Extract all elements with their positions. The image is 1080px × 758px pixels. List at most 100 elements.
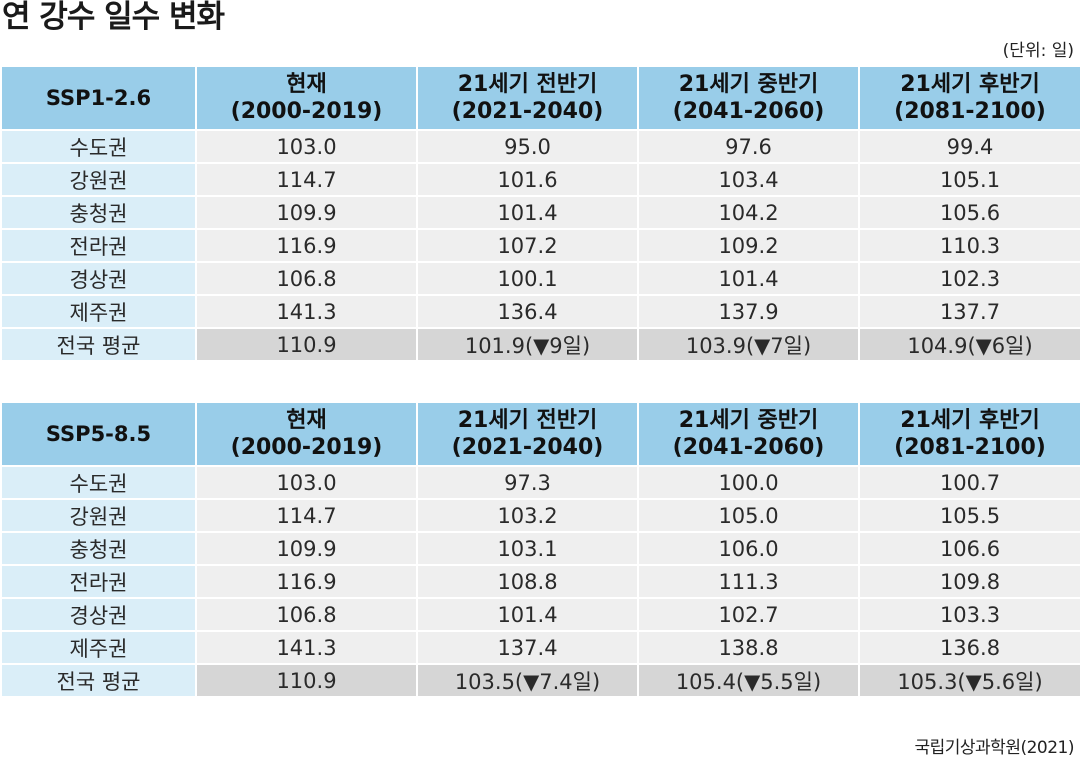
value-cell: 105.6 [858,195,1080,230]
region-cell: 강원권 [0,498,197,533]
region-cell: 강원권 [0,162,197,197]
value-cell: 114.7 [195,498,418,533]
region-cell: 수도권 [0,129,197,164]
region-cell: 경상권 [0,261,197,296]
value-cell: 141.3 [195,294,418,329]
value-cell: 116.9 [195,228,418,263]
value-cell: 101.4 [416,597,639,632]
value-cell: 99.4 [858,129,1080,164]
period-header-late: 21세기 후반기 (2081-2100) [858,65,1080,131]
region-cell: 충청권 [0,531,197,566]
value-cell: 107.2 [416,228,639,263]
period-header-late: 21세기 후반기 (2081-2100) [858,401,1080,467]
value-cell: 102.7 [637,597,860,632]
ssp585-table: SSP5-8.5 현재 (2000-2019) 21세기 전반기 (2021-204… [0,401,1080,698]
value-cell: 109.9 [195,531,418,566]
value-cell: 106.8 [195,597,418,632]
value-cell: 95.0 [416,129,639,164]
value-cell: 110.9 [195,327,418,362]
table-row: 강원권 114.7 101.6 103.4 105.1 [0,162,1080,197]
region-cell: 전국 평균 [0,327,197,362]
table-row: 충청권 109.9 101.4 104.2 105.6 [0,195,1080,230]
value-cell: 137.9 [637,294,860,329]
value-cell: 103.2 [416,498,639,533]
national-average-row: 전국 평균 110.9 103.5(▼7.4일) 105.4(▼5.5일) 10… [0,663,1080,698]
value-cell: 101.9(▼9일) [416,327,639,362]
region-cell: 수도권 [0,465,197,500]
value-cell: 100.0 [637,465,860,500]
value-cell: 105.5 [858,498,1080,533]
value-cell: 103.0 [195,465,418,500]
value-cell: 100.1 [416,261,639,296]
value-cell: 103.0 [195,129,418,164]
value-cell: 106.6 [858,531,1080,566]
page-title: 연 강수 일수 변화 [2,0,225,35]
value-cell: 108.8 [416,564,639,599]
value-cell: 111.3 [637,564,860,599]
value-cell: 103.1 [416,531,639,566]
table-row: 수도권 103.0 95.0 97.6 99.4 [0,129,1080,164]
region-cell: 제주권 [0,630,197,665]
unit-label: (단위: 일) [1002,41,1074,61]
value-cell: 141.3 [195,630,418,665]
table-row: 전라권 116.9 107.2 109.2 110.3 [0,228,1080,263]
value-cell: 103.3 [858,597,1080,632]
national-average-row: 전국 평균 110.9 101.9(▼9일) 103.9(▼7일) 104.9(… [0,327,1080,362]
region-cell: 전국 평균 [0,663,197,698]
value-cell: 101.4 [416,195,639,230]
region-cell: 충청권 [0,195,197,230]
period-header-current: 현재 (2000-2019) [195,401,418,467]
table-header-row: SSP1-2.6 현재 (2000-2019) 21세기 전반기 (2021-204… [0,65,1080,131]
value-cell: 103.9(▼7일) [637,327,860,362]
value-cell: 136.8 [858,630,1080,665]
value-cell: 105.4(▼5.5일) [637,663,860,698]
table-row: 경상권 106.8 101.4 102.7 103.3 [0,597,1080,632]
table-row: 제주권 141.3 137.4 138.8 136.8 [0,630,1080,665]
value-cell: 105.3(▼5.6일) [858,663,1080,698]
period-header-early: 21세기 전반기 (2021-2040) [416,401,639,467]
region-cell: 전라권 [0,228,197,263]
value-cell: 109.8 [858,564,1080,599]
table-row: 수도권 103.0 97.3 100.0 100.7 [0,465,1080,500]
table-row: 전라권 116.9 108.8 111.3 109.8 [0,564,1080,599]
table-row: 충청권 109.9 103.1 106.0 106.6 [0,531,1080,566]
value-cell: 106.8 [195,261,418,296]
source-credit: 국립기상과학원(2021) [914,738,1074,758]
table-row: 강원권 114.7 103.2 105.0 105.5 [0,498,1080,533]
value-cell: 100.7 [858,465,1080,500]
table-header-row: SSP5-8.5 현재 (2000-2019) 21세기 전반기 (2021-204… [0,401,1080,467]
value-cell: 114.7 [195,162,418,197]
region-cell: 제주권 [0,294,197,329]
value-cell: 109.2 [637,228,860,263]
value-cell: 109.9 [195,195,418,230]
region-cell: 전라권 [0,564,197,599]
value-cell: 97.3 [416,465,639,500]
value-cell: 103.4 [637,162,860,197]
value-cell: 101.6 [416,162,639,197]
value-cell: 101.4 [637,261,860,296]
table-row: 제주권 141.3 136.4 137.9 137.7 [0,294,1080,329]
value-cell: 103.5(▼7.4일) [416,663,639,698]
scenario-label: SSP5-8.5 [0,401,197,467]
period-header-mid: 21세기 중반기 (2041-2060) [637,65,860,131]
value-cell: 116.9 [195,564,418,599]
value-cell: 106.0 [637,531,860,566]
value-cell: 104.2 [637,195,860,230]
value-cell: 102.3 [858,261,1080,296]
value-cell: 137.4 [416,630,639,665]
value-cell: 137.7 [858,294,1080,329]
period-header-mid: 21세기 중반기 (2041-2060) [637,401,860,467]
scenario-label: SSP1-2.6 [0,65,197,131]
value-cell: 138.8 [637,630,860,665]
ssp126-table: SSP1-2.6 현재 (2000-2019) 21세기 전반기 (2021-204… [0,65,1080,362]
table-row: 경상권 106.8 100.1 101.4 102.3 [0,261,1080,296]
value-cell: 110.9 [195,663,418,698]
value-cell: 110.3 [858,228,1080,263]
value-cell: 97.6 [637,129,860,164]
value-cell: 105.0 [637,498,860,533]
region-cell: 경상권 [0,597,197,632]
period-header-current: 현재 (2000-2019) [195,65,418,131]
value-cell: 104.9(▼6일) [858,327,1080,362]
period-header-early: 21세기 전반기 (2021-2040) [416,65,639,131]
value-cell: 136.4 [416,294,639,329]
